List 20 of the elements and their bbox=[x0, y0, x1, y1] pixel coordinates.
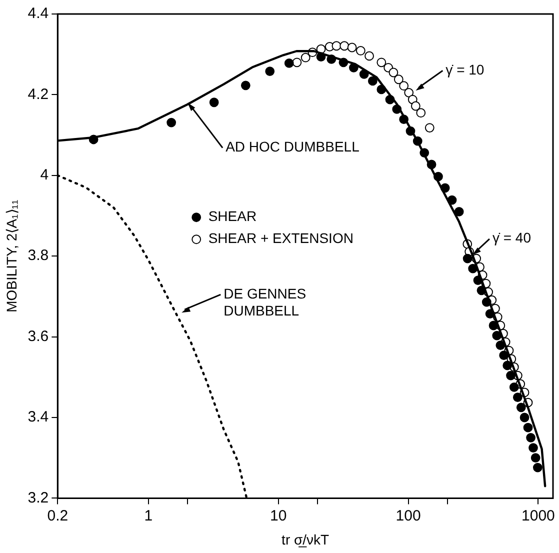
y-tick-label: 3.6 bbox=[28, 328, 49, 345]
x-tick-label: 10 bbox=[270, 507, 287, 524]
y-tick-label: 4.2 bbox=[28, 86, 49, 103]
legend-label: SHEAR bbox=[208, 208, 257, 224]
annotation: γ̇ = 10 bbox=[446, 62, 484, 78]
x-tick-label: 100 bbox=[396, 507, 421, 524]
annotation: DE GENNES DUMBBELL bbox=[224, 285, 306, 318]
legend-label: SHEAR + EXTENSION bbox=[208, 230, 354, 246]
x-tick-label: 1000 bbox=[522, 507, 555, 524]
x-axis-title: tr σ̲/νkT bbox=[282, 531, 330, 548]
x-tick-label: 1 bbox=[144, 507, 153, 524]
y-axis-title: MOBILITY, 2⟨A₁⟩₁₁ bbox=[3, 200, 20, 312]
y-tick-label: 3.8 bbox=[28, 247, 49, 264]
y-tick-label: 3.4 bbox=[28, 408, 49, 426]
y-tick-label: 4 bbox=[40, 166, 49, 184]
y-tick-label: 4.4 bbox=[28, 5, 49, 22]
y-tick-label: 3.2 bbox=[28, 489, 49, 506]
x-tick-label: 0.2 bbox=[47, 507, 68, 524]
annotation: AD HOC DUMBBELL bbox=[226, 138, 360, 155]
annotation: γ̇ = 40 bbox=[492, 230, 532, 246]
